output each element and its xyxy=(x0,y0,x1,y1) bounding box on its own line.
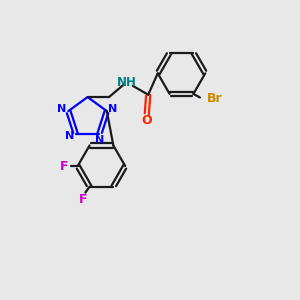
Text: F: F xyxy=(79,193,87,206)
Text: N: N xyxy=(107,104,117,114)
Text: N: N xyxy=(57,104,66,114)
Text: NH: NH xyxy=(117,76,137,89)
Text: N: N xyxy=(95,135,104,145)
Text: O: O xyxy=(141,114,152,128)
Text: N: N xyxy=(64,131,74,141)
Text: F: F xyxy=(60,160,69,172)
Text: Br: Br xyxy=(207,92,222,105)
